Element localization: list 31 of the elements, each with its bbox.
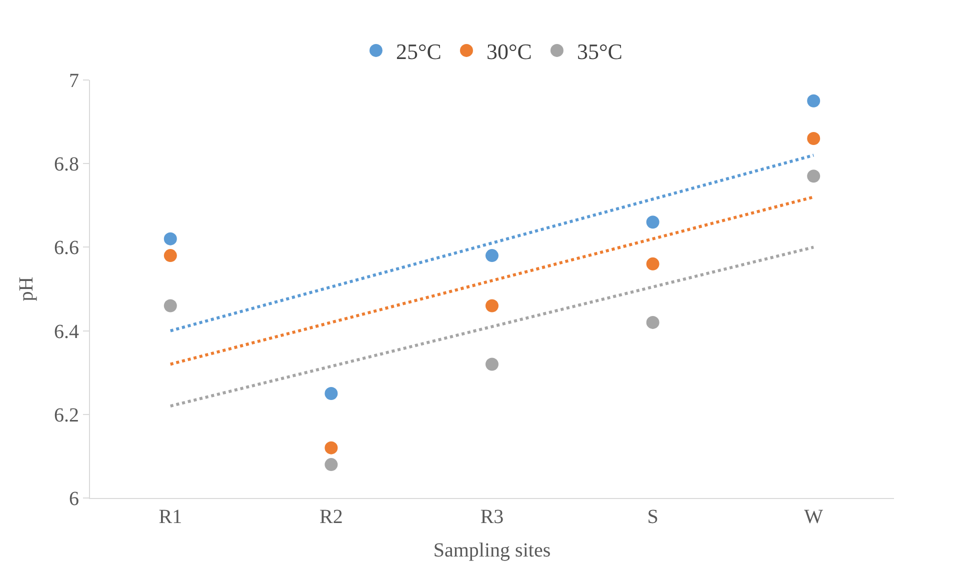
point [324,441,338,454]
point [324,458,338,472]
point [164,249,177,262]
point [486,299,498,312]
point [164,232,177,246]
legend-label: 25°C [396,39,442,64]
point [324,387,338,400]
point [646,257,660,270]
point [807,94,820,108]
x-tick-label: R1 [158,506,182,528]
point [646,316,660,329]
y-tick-label: 6.4 [54,320,79,343]
x-tick-label: W [804,506,824,528]
x-tick-label: S [647,506,658,528]
y-tick-label: 6.2 [54,404,79,426]
point [486,358,498,371]
legend-label: 35°C [576,39,622,64]
x-tick-label: R2 [320,506,343,528]
y-tick-label: 6.6 [54,237,79,260]
x-tick-label: R3 [480,506,504,528]
y-axis-title: pH [16,276,38,302]
point [807,132,820,146]
legend-label: 30°C [486,39,532,64]
point [486,249,498,262]
y-tick-label: 6 [69,488,79,510]
x-axis-title: Sampling sites [433,540,551,562]
y-tick-label: 7 [69,70,79,92]
point [807,170,820,183]
y-tick-label: 6.8 [54,154,79,176]
point [646,216,660,229]
point [164,299,177,312]
